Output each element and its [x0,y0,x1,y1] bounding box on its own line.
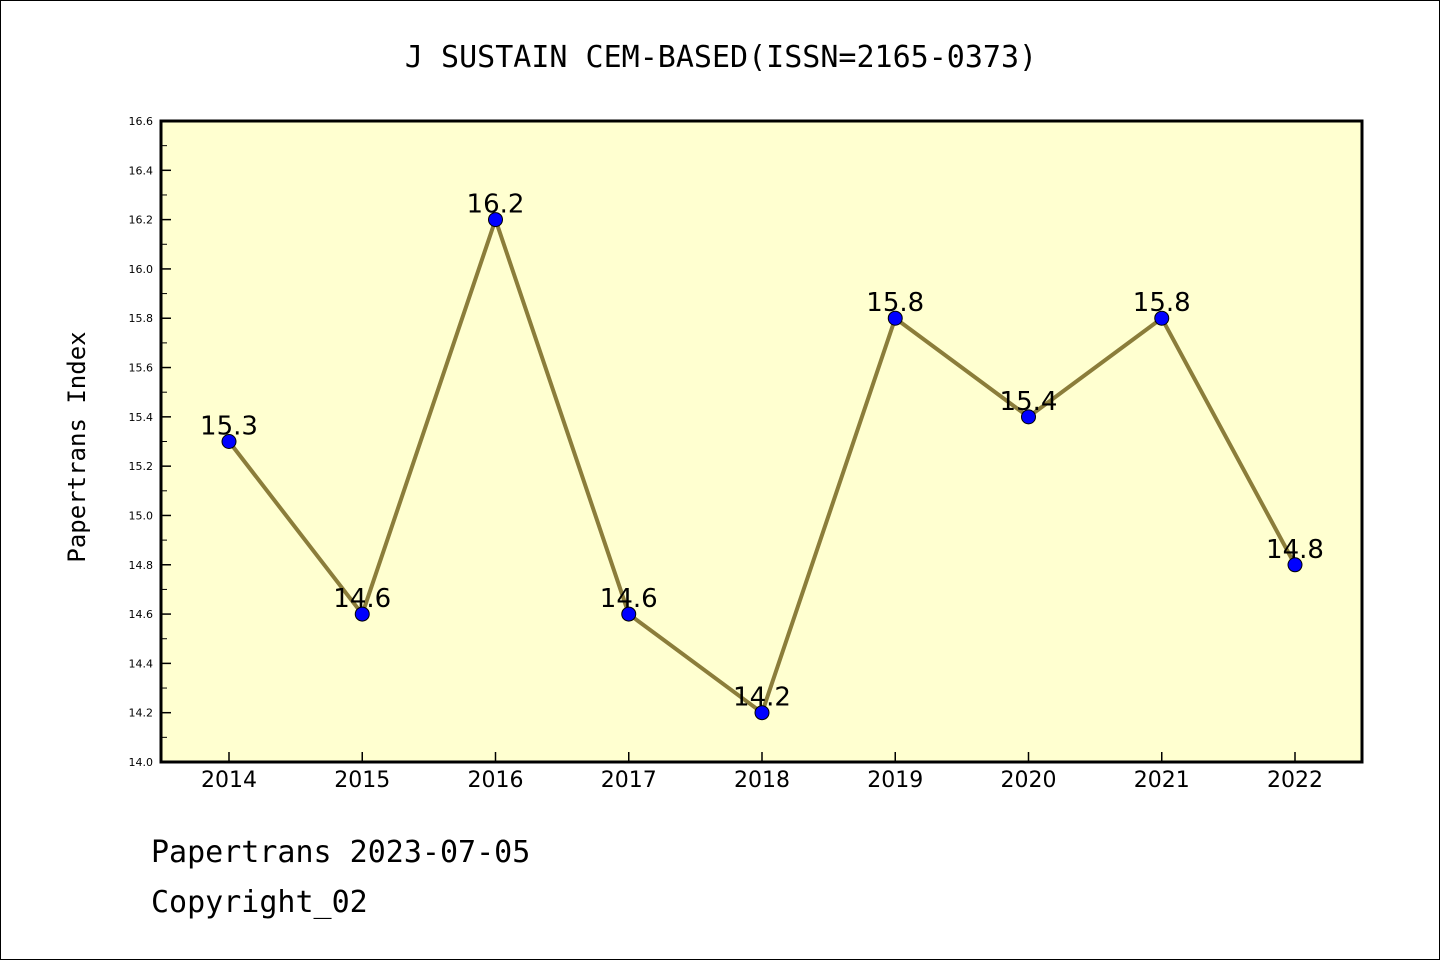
y-tick-label: 15.6 [129,362,154,375]
y-tick-label: 16.0 [129,263,154,276]
data-point [754,705,770,721]
footer-source-date: Papertrans 2023-07-05 [151,835,531,870]
data-point [221,434,237,449]
data-label: 14.2 [733,683,791,713]
data-label: 15.4 [1000,387,1058,417]
data-point [1287,557,1303,573]
y-tick-label: 14.2 [129,707,154,720]
data-labels: 15.3 14.6 16.2 14.6 14.2 15.8 15.4 15.8 14.8 [200,190,1324,713]
data-point [887,310,903,326]
data-label: 14.6 [600,584,658,614]
data-label: 15.8 [866,288,924,318]
x-tick-label: 2020 [1001,768,1057,793]
plot-frame [159,119,1364,764]
x-tick-label: 2018 [734,768,790,793]
x-tick-label: 2022 [1267,768,1323,793]
data-points [221,212,1303,721]
data-point [621,606,637,622]
y-tick-label: 16.2 [129,214,154,227]
axis-ticks: 14.0 14.2 14.4 14.6 14.8 15.0 15.2 15.4 15.6 15.8… [129,115,1324,793]
y-tick-label: 14.4 [129,657,154,670]
y-tick-label: 15.8 [129,312,154,325]
data-label: 14.6 [333,584,391,614]
data-point [354,606,370,622]
data-label: 16.2 [467,190,525,220]
x-tick-label: 2016 [468,768,524,793]
data-point [1154,310,1170,326]
y-tick-label: 14.0 [129,756,154,769]
y-tick-label: 16.6 [129,115,154,128]
y-tick-label: 15.2 [129,460,154,473]
plot-area [161,121,1362,762]
y-tick-label: 16.4 [129,164,154,177]
chart-title: J SUSTAIN CEM-BASED(ISSN=2165-0373) [405,40,1037,75]
data-label: 15.3 [200,412,258,442]
y-axis-label: Papertrans Index [63,331,91,562]
data-point [1021,409,1036,425]
data-label: 14.8 [1266,535,1324,565]
y-tick-label: 14.8 [129,559,154,572]
data-label: 15.8 [1133,288,1191,318]
x-tick-label: 2015 [334,768,390,793]
y-tick-label: 15.0 [129,509,154,522]
y-tick-label: 15.4 [129,411,154,424]
x-tick-label: 2017 [601,768,657,793]
y-tick-label: 14.6 [129,608,154,621]
x-tick-label: 2021 [1134,768,1190,793]
x-tick-label: 2014 [201,768,257,793]
x-tick-label: 2019 [867,768,923,793]
footer-copyright: Copyright_02 [151,885,368,920]
data-point [488,212,503,228]
